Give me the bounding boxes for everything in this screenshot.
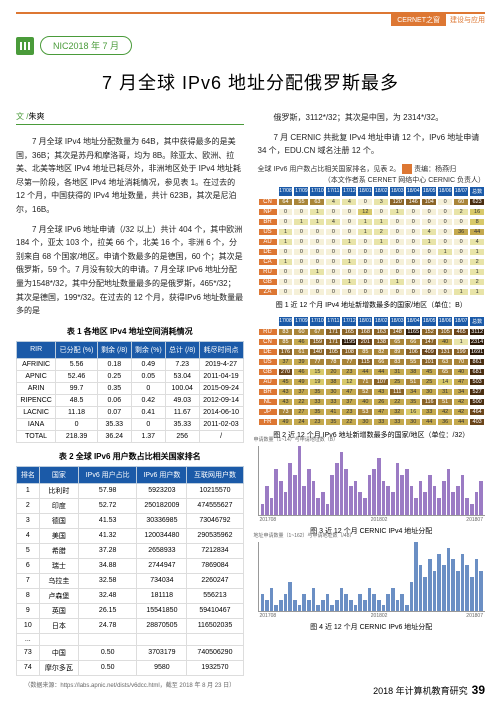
table-row: 4美国41.32120034480290535962 xyxy=(17,528,244,543)
table-row: LACNIC11.180.070.4111.672014-06-10 xyxy=(17,406,244,418)
column-header: 排名 xyxy=(17,466,40,483)
table-row: 6瑞士34.8827449477869084 xyxy=(17,558,244,573)
fig4-caption: 图 4 近 12 个月 CERNIC IPv6 地址分配 xyxy=(258,622,486,632)
body-paragraph: 7 月全球 IPv6 地址申请（/32 以上）共计 404 个，其中欧洲 184… xyxy=(16,223,244,318)
chart3-ylabel: 申请数量（1~14）与申请地址数（B） xyxy=(254,436,339,443)
body-paragraph: 7 月 CERNIC 共批复 IPv4 地址申请 12 个，IPv6 地址申请 … xyxy=(258,131,486,158)
column-header: IPv6 用户数 xyxy=(137,466,187,483)
column-header: 剩余 (%) xyxy=(131,341,165,358)
table-row: 74摩尔多瓦0.5095801932570 xyxy=(17,660,244,675)
column-header: 剩余 (/8) xyxy=(97,341,131,358)
page-number: 2018 年计算机教育研究39 xyxy=(373,683,485,697)
editor-note: （本文作者系 CERNET 网络中心 CERNIC 负责人） xyxy=(258,175,486,186)
column-header: RIR xyxy=(17,341,56,358)
heatmap-2: 17/0817/0917/1017/1117/1218/0118/0218/03… xyxy=(258,316,486,427)
table2: 排名国家IPv6 用户占比IPv6 用户数互联网用户数 1比利时57.98592… xyxy=(16,466,244,676)
column-header: 国家 xyxy=(39,466,78,483)
table-row: 8卢森堡32.48181118556213 xyxy=(17,588,244,603)
column-header: 互联网用户数 xyxy=(187,466,243,483)
column-header: IPv6 用户占比 xyxy=(79,466,137,483)
chart-3 xyxy=(258,446,486,516)
table-row: 3德国41.533033698573046792 xyxy=(17,513,244,528)
table-row: AFRINIC5.560.180.497.232019-4-27 xyxy=(17,358,244,370)
table-row: APNIC52.460.250.0553.042011-04-19 xyxy=(17,370,244,382)
column-header: 耗尽时间点 xyxy=(199,341,243,358)
table2-title: 表 2 全球 IPv6 用户数占比相关国家排名 xyxy=(16,451,244,462)
badge-icon xyxy=(16,37,34,55)
table1-title: 表 1 各地区 IPv4 地址空间消耗情况 xyxy=(16,326,244,337)
table-row: IANA035.33035.332011-02-03 xyxy=(17,418,244,430)
chart-4 xyxy=(258,542,486,612)
table-row: 1比利时57.98592320310215570 xyxy=(17,483,244,498)
author-line: 文 /朱爽 xyxy=(16,111,244,125)
table2-footnote: （数据来源：https://labs.apnic.net/dists/v6dcc… xyxy=(16,680,244,689)
editor-icon xyxy=(402,164,412,174)
table-row: 7乌拉圭32.587340342260247 xyxy=(17,573,244,588)
section-label: CERNET之窗 xyxy=(391,14,446,26)
column-header: 已分配 (%) xyxy=(56,341,98,358)
fig1-caption: 图 1 近 12 个月 IPv4 地址新增数最多的国家/地区（单位：B） xyxy=(258,300,486,310)
chart3-axis: 201708201802201807 xyxy=(258,516,486,523)
table-row: 5希腊37.2826589337212834 xyxy=(17,543,244,558)
heatmap-1: 17/0817/0917/1017/1117/1218/0118/0218/03… xyxy=(258,186,486,297)
table-row: 2印度52.72250182009474555627 xyxy=(17,498,244,513)
body-paragraph: 俄罗斯，3112*/32；其次是中国，为 2314*/32。 xyxy=(258,111,486,125)
table-row: RIPENCC48.50.060.4249.032012-09-14 xyxy=(17,394,244,406)
rank-note: 全球 IPv6 用户数占比相关国家排名，见表 2。 责编：杨燕归 xyxy=(258,164,486,175)
body-paragraph: 7 月全球 IPv4 地址分配数量为 64B，其中获得最多的是美国，36B；其次… xyxy=(16,135,244,217)
table-row: 10日本24.7828870505116502035 xyxy=(17,618,244,633)
issue-badge: NIC2018 年 7 月 xyxy=(40,36,132,55)
column-header: 总计 (/8) xyxy=(165,341,199,358)
table-row: ... xyxy=(17,633,244,645)
table-row: TOTAL218.3936.241.37256/ xyxy=(17,430,244,442)
table1: RIR已分配 (%)剩余 (/8)剩余 (%)总计 (/8)耗尽时间点 AFRI… xyxy=(16,341,244,443)
table-row: 73中国0.503703179740506290 xyxy=(17,645,244,660)
article-title: 7 月全球 IPv6 地址分配俄罗斯最多 xyxy=(16,69,485,95)
section-text: 建设与应用 xyxy=(450,15,485,25)
chart4-ylabel: 地址申请数量（1~162）与申请地址数（/48） xyxy=(254,532,355,539)
table-row: ARIN99.70.350100.042015-09-24 xyxy=(17,382,244,394)
